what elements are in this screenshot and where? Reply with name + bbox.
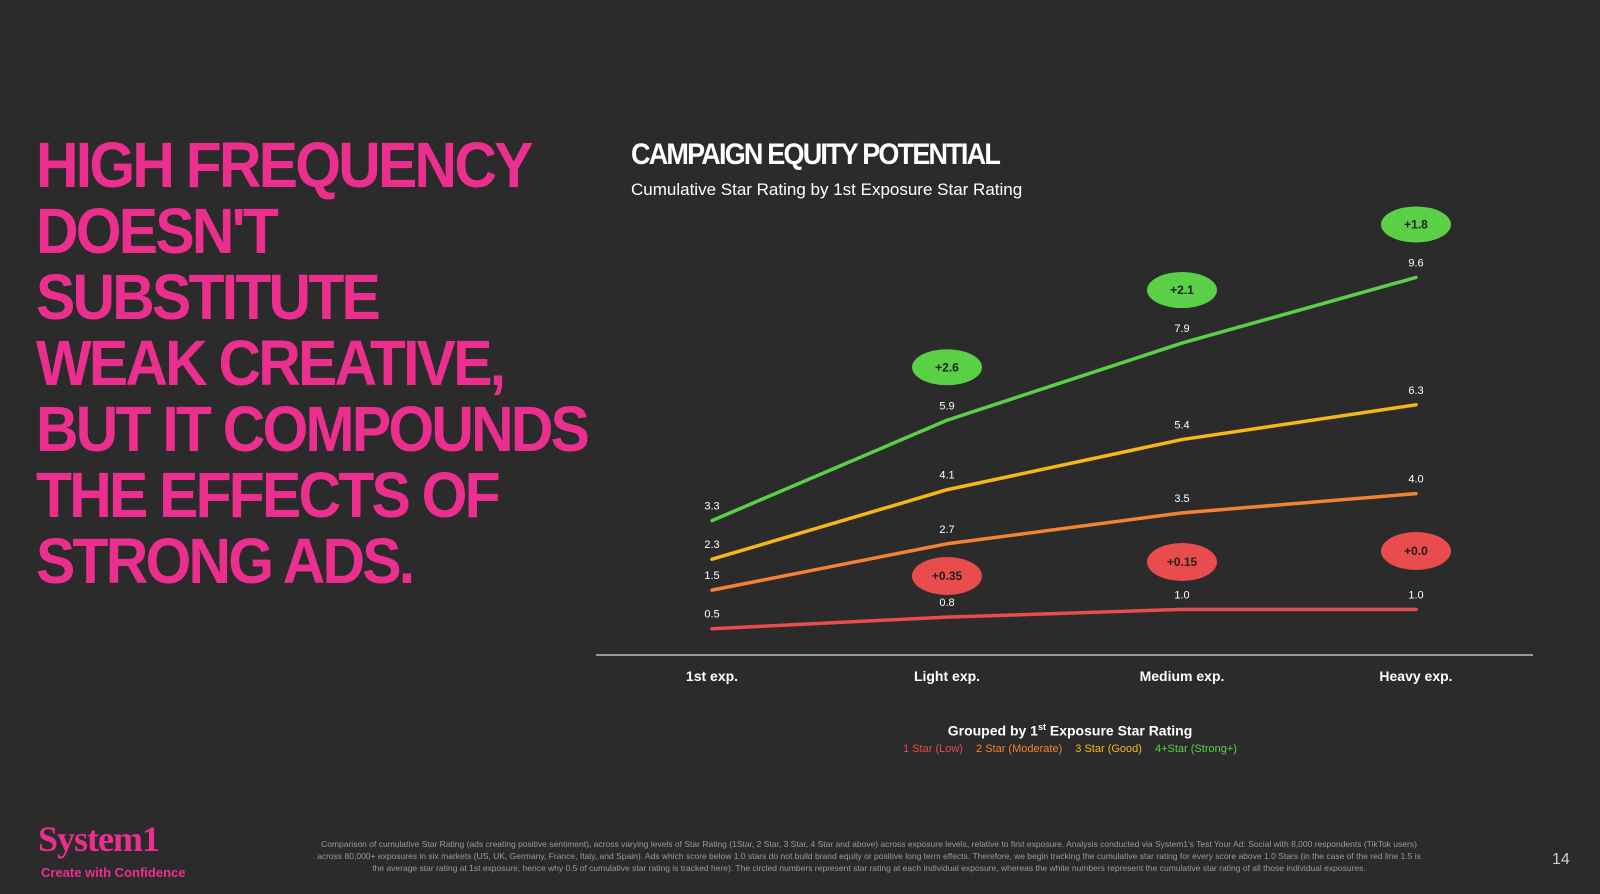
- headline-line: STRONG ADS.: [36, 525, 415, 597]
- legend-title: Grouped by 1st Exposure Star Rating: [0, 722, 1600, 739]
- footnote-line: the average star rating at 1st exposure,…: [372, 863, 1366, 873]
- x-tick-label: Heavy exp.: [1379, 668, 1452, 684]
- data-label: 1.0: [1174, 589, 1189, 601]
- increment-label: +0.15: [1167, 555, 1198, 569]
- data-label: 6.3: [1408, 385, 1423, 397]
- increment-badge: [1381, 532, 1451, 570]
- increment-label: +2.6: [935, 360, 959, 374]
- series-line: [710, 491, 1418, 592]
- headline-line: WEAK CREATIVE,: [36, 327, 506, 399]
- increment-badge: [912, 349, 982, 386]
- footnote-line: across 80,000+ exposures in six markets …: [317, 851, 1421, 861]
- increment-badge: [1147, 272, 1217, 309]
- data-label: 4.1: [939, 470, 954, 482]
- data-label: 1.0: [1408, 589, 1423, 601]
- legend-item-2-star: 2 Star (Moderate): [976, 743, 1063, 755]
- increment-label: +0.35: [932, 569, 963, 583]
- data-label: 2.7: [939, 524, 954, 536]
- increment-badge: [1147, 543, 1217, 581]
- increment-badge: [912, 557, 982, 595]
- x-tick-label: 1st exp.: [686, 668, 738, 684]
- series-line: [710, 275, 1418, 523]
- headline-line: BUT IT COMPOUNDS: [36, 393, 590, 465]
- legend-title-post: Exposure Star Rating: [1045, 722, 1193, 739]
- increment-label: +2.1: [1170, 283, 1194, 297]
- legend-item-1-star: 1 Star (Low): [903, 743, 963, 755]
- legend: 1 Star (Low) 2 Star (Moderate) 3 Star (G…: [0, 743, 1600, 755]
- footnote-line: Comparison of cumulative Star Rating (ad…: [321, 839, 1417, 849]
- data-label: 0.5: [704, 609, 719, 621]
- legend-item-3-star: 3 Star (Good): [1075, 743, 1142, 755]
- headline-line: THE EFFECTS OF: [36, 459, 501, 531]
- data-label: 0.8: [939, 597, 954, 609]
- page-number: 14: [1552, 851, 1570, 868]
- headline-line: SUBSTITUTE: [36, 261, 381, 333]
- increment-label: +1.8: [1404, 217, 1428, 231]
- headline-line: HIGH FREQUENCY: [36, 129, 533, 201]
- legend-title-pre: Grouped by 1: [947, 722, 1038, 739]
- chart-subtitle: Cumulative Star Rating by 1st Exposure S…: [631, 180, 1023, 199]
- x-tick-label: Medium exp.: [1140, 668, 1225, 684]
- data-label: 3.5: [1174, 493, 1189, 505]
- data-label: 5.9: [939, 400, 954, 412]
- data-label: 1.5: [704, 570, 719, 582]
- series-line: [710, 403, 1418, 561]
- increment-badge: [1381, 206, 1451, 243]
- x-tick-label: Light exp.: [914, 668, 980, 684]
- increment-label: +0.0: [1404, 544, 1428, 558]
- chart-title: CAMPAIGN EQUITY POTENTIAL: [631, 138, 1001, 171]
- headline: HIGH FREQUENCY DOESN'T SUBSTITUTE WEAK C…: [36, 132, 596, 594]
- data-label: 9.6: [1408, 257, 1423, 269]
- data-label: 5.4: [1174, 420, 1189, 432]
- series-line: [710, 607, 1418, 631]
- data-label: 7.9: [1174, 323, 1189, 335]
- footnote: Comparison of cumulative Star Rating (ad…: [234, 838, 1504, 874]
- legend-item-4-star: 4+Star (Strong+): [1155, 743, 1237, 755]
- data-label: 2.3: [704, 539, 719, 551]
- system1-logo: System1: [38, 819, 160, 859]
- headline-line: DOESN'T: [36, 195, 279, 267]
- brand-tagline: Create with Confidence: [41, 865, 186, 880]
- data-label: 4.0: [1408, 474, 1423, 486]
- legend-title-sup: st: [1037, 722, 1046, 732]
- data-label: 3.3: [704, 501, 719, 513]
